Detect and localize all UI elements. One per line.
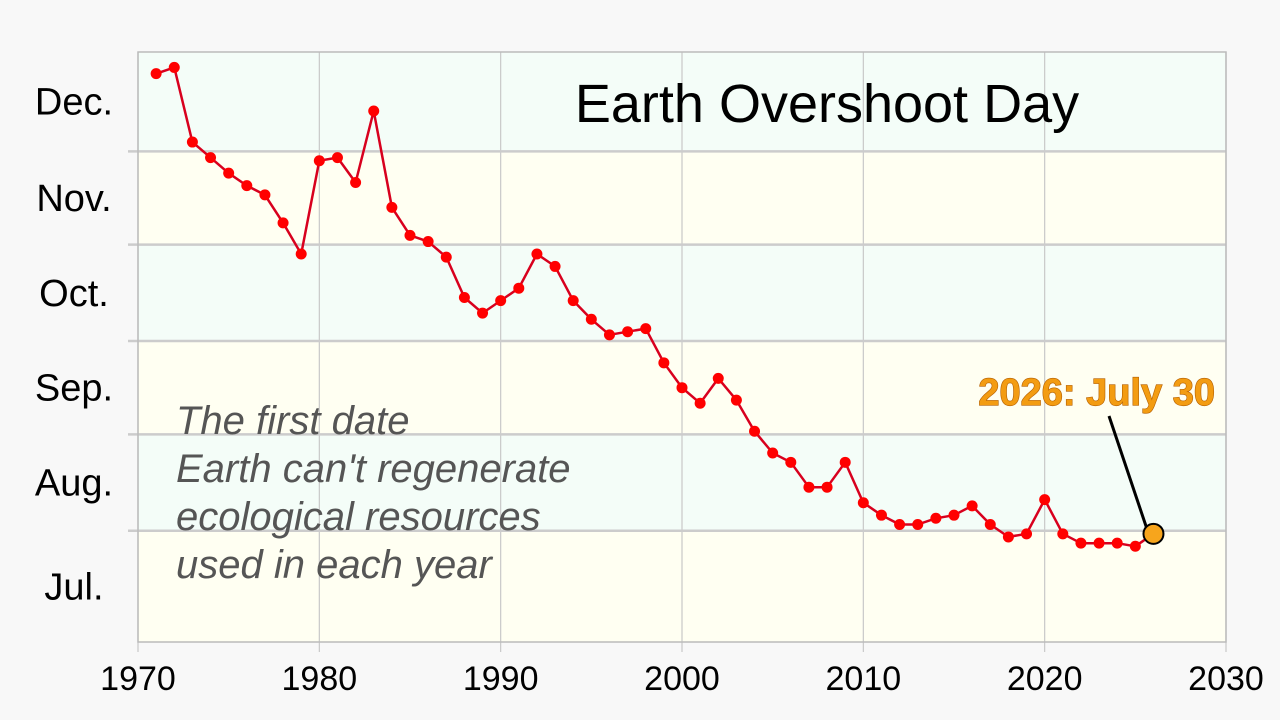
data-point-2002	[712, 372, 724, 384]
y-label-nov: Nov.	[36, 178, 111, 220]
chart-description: The first date Earth can't regenerate ec…	[176, 399, 571, 587]
x-tick-1970: 1970	[100, 660, 176, 698]
data-point-2001	[694, 397, 706, 409]
data-point-2020	[1039, 494, 1051, 506]
data-point-1983	[368, 105, 380, 117]
data-point-1990	[495, 295, 507, 307]
data-point-2000	[676, 382, 688, 394]
data-point-2017	[984, 519, 996, 531]
data-point-2025	[1129, 540, 1141, 552]
x-axis-year-labels: 1970 1980 1990 2000 2010 2020 2030	[100, 660, 1264, 698]
x-tick-2020: 2020	[1007, 660, 1083, 698]
data-point-1997	[622, 326, 634, 338]
y-label-sep: Sep.	[35, 368, 113, 410]
data-point-2015	[948, 509, 960, 521]
data-point-2018	[1002, 531, 1014, 543]
data-point-2005	[767, 447, 779, 459]
data-point-1992	[531, 248, 543, 260]
data-point-2007	[803, 481, 815, 493]
callout-leader-line	[1107, 415, 1152, 539]
data-point-1999	[658, 357, 670, 369]
data-point-1986	[422, 236, 434, 248]
data-point-2003	[730, 394, 742, 406]
data-point-1981	[331, 152, 343, 164]
chart-title: Earth Overshoot Day	[575, 74, 1079, 134]
x-tick-2010: 2010	[826, 660, 902, 698]
data-point-2019	[1021, 528, 1033, 540]
data-point-1993	[549, 260, 561, 272]
data-point-1980	[313, 155, 325, 167]
data-point-1982	[350, 176, 362, 188]
data-point-2012	[894, 519, 906, 531]
data-point-2016	[966, 500, 978, 512]
data-point-1984	[386, 201, 398, 213]
y-axis-month-labels: Dec. Nov. Oct. Sep. Aug. Jul.	[35, 82, 113, 609]
x-tick-2000: 2000	[644, 660, 720, 698]
description-line-3: ecological resources	[176, 495, 541, 539]
y-label-aug: Aug.	[35, 463, 113, 505]
y-label-dec: Dec.	[35, 82, 113, 124]
data-point-2014	[930, 512, 942, 524]
data-point-2008	[821, 481, 833, 493]
data-point-1971	[150, 68, 162, 80]
description-line-1: The first date	[176, 399, 409, 443]
data-point-2023	[1093, 537, 1105, 549]
data-point-1987	[440, 251, 452, 263]
description-line-4: used in each year	[176, 543, 493, 587]
data-point-1998	[640, 323, 652, 335]
data-point-2011	[875, 509, 887, 521]
data-point-1972	[168, 61, 180, 73]
data-point-1991	[513, 282, 525, 294]
data-point-1973	[186, 136, 198, 148]
data-point-2021	[1057, 528, 1069, 540]
data-point-1975	[223, 167, 235, 179]
data-point-2022	[1075, 537, 1087, 549]
data-point-2013	[912, 519, 924, 531]
data-point-1977	[259, 189, 271, 201]
data-point-1994	[567, 295, 579, 307]
data-point-1996	[603, 329, 615, 341]
data-point-1989	[477, 307, 489, 319]
data-point-2009	[839, 456, 851, 468]
data-point-2024	[1111, 537, 1123, 549]
x-tick-2030: 2030	[1188, 660, 1264, 698]
data-point-1974	[205, 152, 217, 164]
x-tick-1980: 1980	[282, 660, 358, 698]
data-point-1995	[585, 313, 597, 325]
data-point-1976	[241, 180, 253, 192]
y-label-oct: Oct.	[39, 273, 109, 315]
data-point-1978	[277, 217, 289, 229]
description-line-2: Earth can't regenerate	[176, 447, 571, 491]
x-tick-1990: 1990	[463, 660, 539, 698]
overshoot-series	[150, 61, 1155, 552]
plot-frame	[137, 51, 1227, 643]
data-point-2006	[785, 456, 797, 468]
data-point-2004	[749, 425, 761, 437]
callout-label: 2026: July 30	[978, 372, 1215, 414]
data-point-2010	[857, 497, 869, 509]
highlight-point	[1142, 522, 1165, 545]
horizontal-gridlines	[128, 150, 1226, 532]
data-point-1988	[458, 292, 470, 304]
data-point-1985	[404, 229, 416, 241]
data-point-1979	[295, 248, 307, 260]
y-label-jul: Jul.	[44, 566, 103, 608]
